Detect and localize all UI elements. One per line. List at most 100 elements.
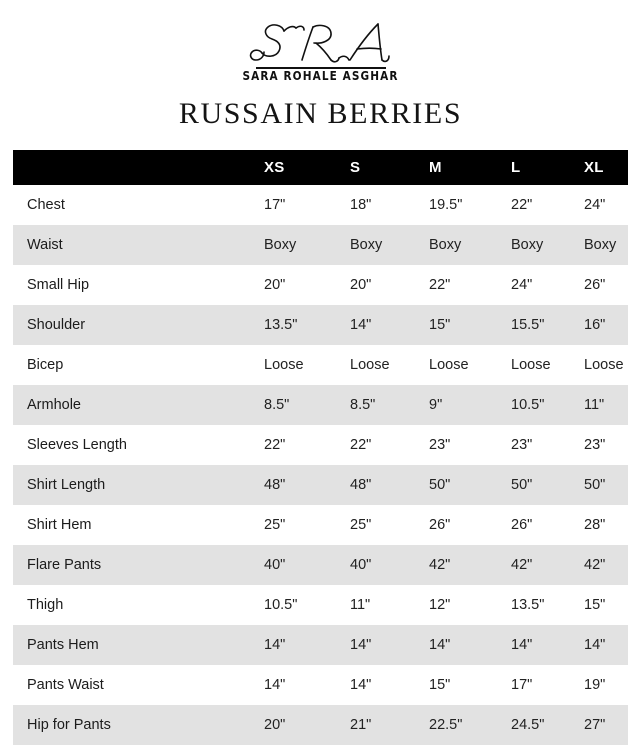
measurement-value-xs: Boxy xyxy=(264,225,350,265)
header-size-xs: XS xyxy=(264,150,350,185)
header-size-xl: XL xyxy=(584,150,628,185)
measurement-value-xs: 22" xyxy=(264,425,350,465)
measurement-value-l: 10.5" xyxy=(511,385,584,425)
measurement-label: Pants Hem xyxy=(13,625,264,665)
brand-divider xyxy=(255,67,386,69)
measurement-value-xl: 24" xyxy=(584,185,628,225)
measurement-value-xs: 25" xyxy=(264,505,350,545)
table-row: Armhole 8.5" 8.5" 9" 10.5" 11" xyxy=(13,385,628,425)
measurement-label: Shirt Length xyxy=(13,465,264,505)
measurement-value-xl: 27" xyxy=(584,705,628,745)
measurement-value-m: 23" xyxy=(429,425,511,465)
measurement-value-xs: 14" xyxy=(264,665,350,705)
header-row: XS S M L XL xyxy=(13,150,628,185)
measurement-value-xl: 28" xyxy=(584,505,628,545)
measurement-value-s: 11" xyxy=(350,585,429,625)
table-row: Small Hip 20" 20" 22" 24" 26" xyxy=(13,265,628,305)
table-row: Shirt Hem 25" 25" 26" 26" 28" xyxy=(13,505,628,545)
table-row: Shoulder 13.5" 14" 15" 15.5" 16" xyxy=(13,305,628,345)
measurement-value-l: Boxy xyxy=(511,225,584,265)
brand-name: SARA ROHALE ASGHAR xyxy=(242,69,399,84)
measurement-value-xs: 20" xyxy=(264,265,350,305)
measurement-value-xs: 17" xyxy=(264,185,350,225)
table-row: Hip for Pants 20" 21" 22.5" 24.5" 27" xyxy=(13,705,628,745)
measurement-label: Bicep xyxy=(13,345,264,385)
table-row: Waist Boxy Boxy Boxy Boxy Boxy xyxy=(13,225,628,265)
measurement-value-m: 12" xyxy=(429,585,511,625)
measurement-value-xs: 10.5" xyxy=(264,585,350,625)
measurement-value-m: 19.5" xyxy=(429,185,511,225)
measurement-value-m: Boxy xyxy=(429,225,511,265)
measurement-label: Sleeves Length xyxy=(13,425,264,465)
header-size-l: L xyxy=(511,150,584,185)
measurement-value-xl: 14" xyxy=(584,625,628,665)
measurement-value-xl: 15" xyxy=(584,585,628,625)
measurement-value-s: 40" xyxy=(350,545,429,585)
page-title: RUSSAIN BERRIES xyxy=(178,97,463,130)
measurement-value-xl: Loose xyxy=(584,345,628,385)
measurement-value-xl: 50" xyxy=(584,465,628,505)
measurement-value-l: 42" xyxy=(511,545,584,585)
measurement-value-s: Boxy xyxy=(350,225,429,265)
measurement-value-xs: 40" xyxy=(264,545,350,585)
measurement-value-l: 50" xyxy=(511,465,584,505)
size-chart-table: XS S M L XL Chest 17" 18" 19.5" 22" 24" Waist B… xyxy=(13,150,628,745)
measurement-value-l: 26" xyxy=(511,505,584,545)
table-row: Pants Waist 14" 14" 15" 17" 19" xyxy=(13,665,628,705)
measurement-value-s: 48" xyxy=(350,465,429,505)
size-table-header: XS S M L XL xyxy=(13,150,628,185)
measurement-value-s: 18" xyxy=(350,185,429,225)
measurement-value-s: 14" xyxy=(350,665,429,705)
measurement-value-xl: 16" xyxy=(584,305,628,345)
measurement-value-s: 25" xyxy=(350,505,429,545)
measurement-value-l: 15.5" xyxy=(511,305,584,345)
measurement-label: Small Hip xyxy=(13,265,264,305)
measurement-value-m: Loose xyxy=(429,345,511,385)
measurement-label: Shoulder xyxy=(13,305,264,345)
measurement-value-m: 50" xyxy=(429,465,511,505)
table-row: Flare Pants 40" 40" 42" 42" 42" xyxy=(13,545,628,585)
measurement-value-s: 14" xyxy=(350,625,429,665)
measurement-value-l: Loose xyxy=(511,345,584,385)
measurement-value-xl: 11" xyxy=(584,385,628,425)
measurement-label: Flare Pants xyxy=(13,545,264,585)
header-size-m: M xyxy=(429,150,511,185)
measurement-value-s: 8.5" xyxy=(350,385,429,425)
measurement-value-m: 15" xyxy=(429,665,511,705)
measurement-value-xl: 42" xyxy=(584,545,628,585)
measurement-value-xs: Loose xyxy=(264,345,350,385)
table-row: Shirt Length 48" 48" 50" 50" 50" xyxy=(13,465,628,505)
table-row: Pants Hem 14" 14" 14" 14" 14" xyxy=(13,625,628,665)
table-row: Thigh 10.5" 11" 12" 13.5" 15" xyxy=(13,585,628,625)
measurement-value-m: 22.5" xyxy=(429,705,511,745)
measurement-value-l: 22" xyxy=(511,185,584,225)
measurement-value-s: 20" xyxy=(350,265,429,305)
measurement-value-xs: 48" xyxy=(264,465,350,505)
measurement-value-xl: Boxy xyxy=(584,225,628,265)
measurement-value-xs: 14" xyxy=(264,625,350,665)
measurement-value-l: 13.5" xyxy=(511,585,584,625)
measurement-value-s: 22" xyxy=(350,425,429,465)
measurement-label: Armhole xyxy=(13,385,264,425)
measurement-label: Thigh xyxy=(13,585,264,625)
measurement-label: Pants Waist xyxy=(13,665,264,705)
size-table-body: Chest 17" 18" 19.5" 22" 24" Waist Boxy Boxy Boxy B… xyxy=(13,185,628,745)
brand-header: SARA ROHALE ASGHAR xyxy=(0,18,641,84)
measurement-value-m: 42" xyxy=(429,545,511,585)
measurement-value-s: 14" xyxy=(350,305,429,345)
measurement-value-m: 14" xyxy=(429,625,511,665)
measurement-value-s: 21" xyxy=(350,705,429,745)
measurement-value-xs: 20" xyxy=(264,705,350,745)
measurement-value-m: 26" xyxy=(429,505,511,545)
measurement-label: Hip for Pants xyxy=(13,705,264,745)
measurement-value-m: 15" xyxy=(429,305,511,345)
measurement-label: Chest xyxy=(13,185,264,225)
measurement-value-l: 23" xyxy=(511,425,584,465)
size-table-container: XS S M L XL Chest 17" 18" 19.5" 22" 24" Waist B… xyxy=(13,150,628,745)
table-row: Sleeves Length 22" 22" 23" 23" 23" xyxy=(13,425,628,465)
measurement-value-xs: 8.5" xyxy=(264,385,350,425)
table-row: Bicep Loose Loose Loose Loose Loose xyxy=(13,345,628,385)
measurement-value-l: 17" xyxy=(511,665,584,705)
measurement-value-xl: 26" xyxy=(584,265,628,305)
measurement-value-xl: 23" xyxy=(584,425,628,465)
